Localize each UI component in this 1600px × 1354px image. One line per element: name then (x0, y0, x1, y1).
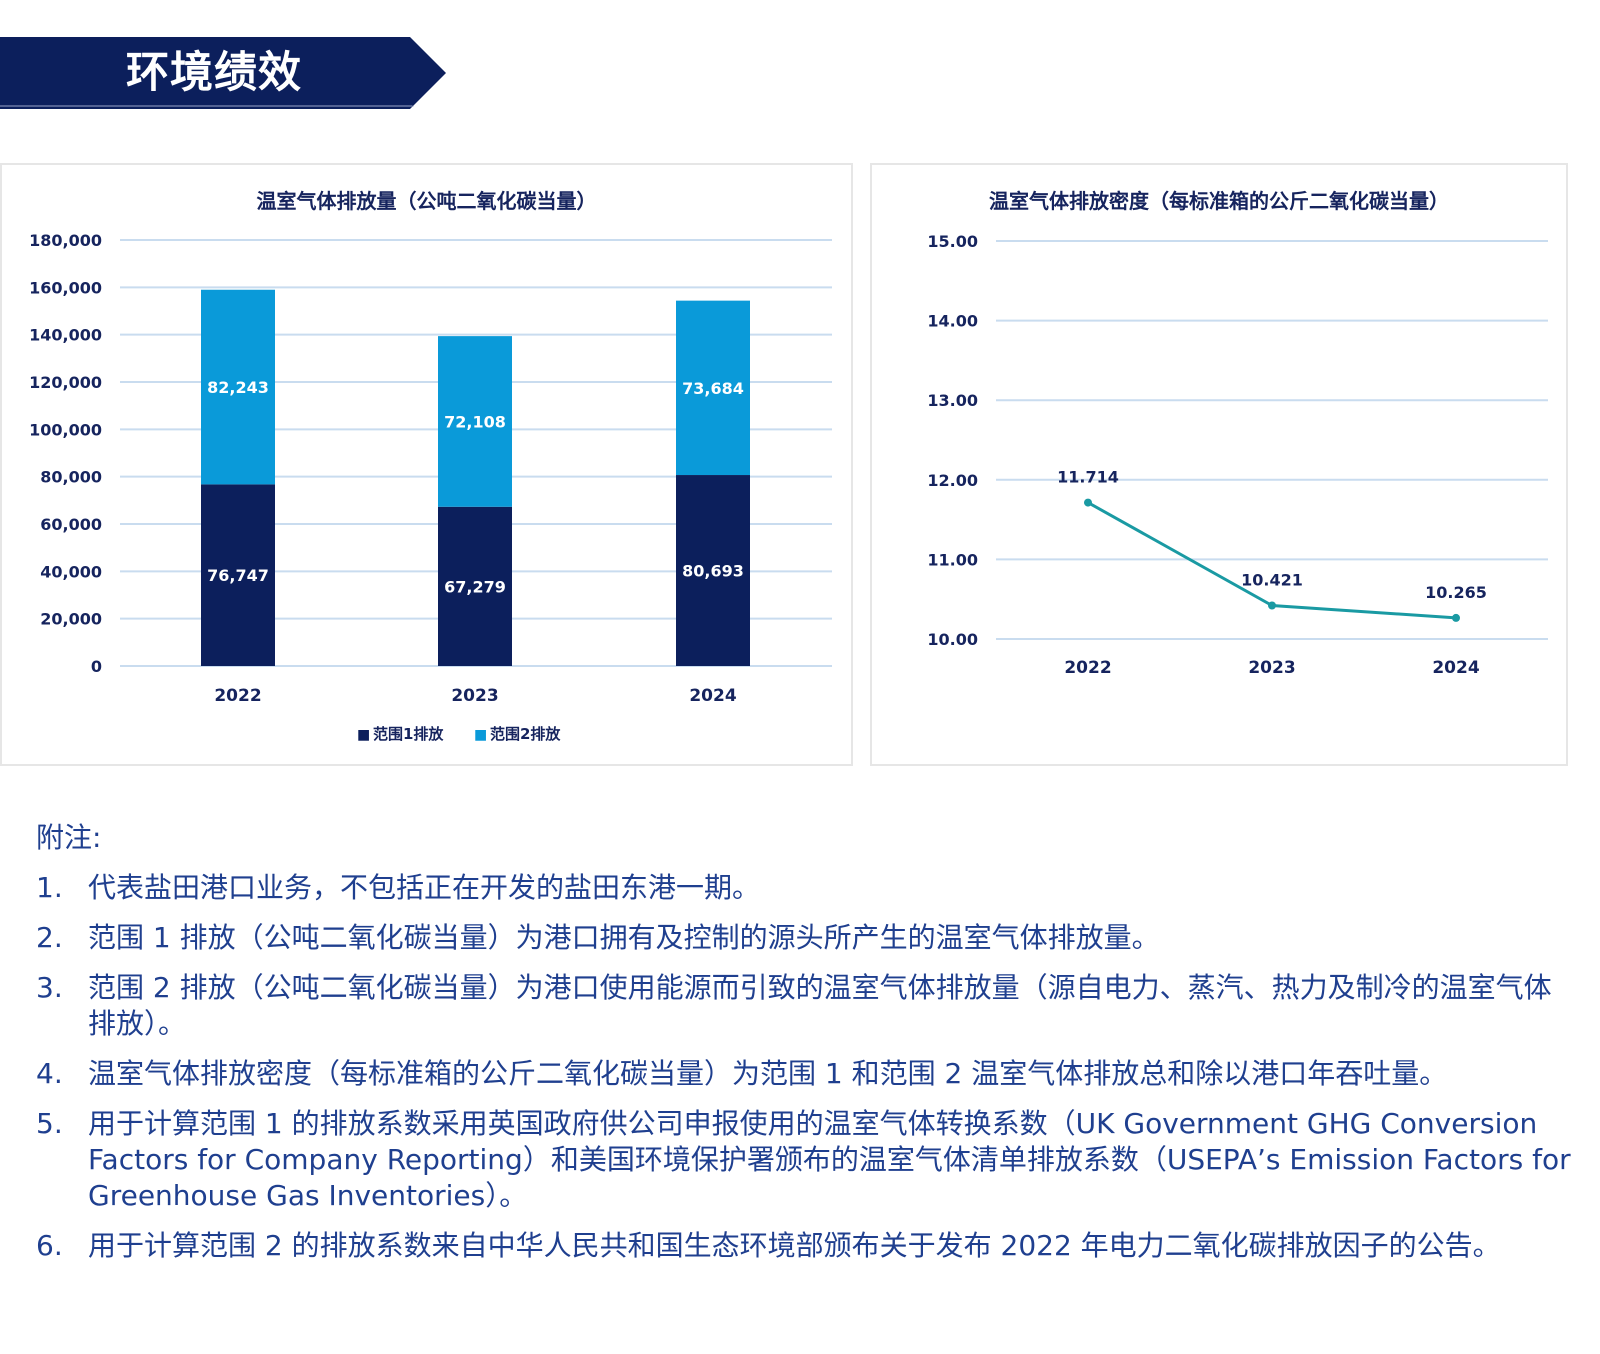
y-tick-label: 100,000 (29, 420, 102, 439)
note-number: 4. (36, 1057, 63, 1090)
notes-title: 附注: (36, 821, 102, 854)
data-label: 11.714 (1057, 468, 1119, 487)
note-number: 6. (36, 1229, 63, 1262)
page-title: 环境绩效 (126, 48, 302, 98)
data-label: 72,108 (444, 412, 506, 431)
y-tick-label: 12.00 (927, 471, 978, 490)
bar-segment (201, 484, 275, 666)
note-number: 1. (36, 871, 63, 904)
data-label: 82,243 (207, 378, 269, 397)
y-tick-label: 180,000 (29, 231, 102, 250)
note-number: 2. (36, 921, 63, 954)
y-tick-label: 15.00 (927, 232, 978, 251)
data-label: 67,279 (444, 577, 506, 596)
note-number: 3. (36, 971, 63, 1004)
data-label: 73,684 (682, 379, 744, 398)
emissions-bar-chart: 0 20,000 40,000 60,000 80,000 100,000 120,000 1… (29, 231, 832, 743)
note-item: 1. 代表盐田港口业务，不包括正在开发的盐田东港一期。 (36, 870, 1576, 906)
x-tick-label: 2022 (214, 686, 261, 706)
y-tick-label: 10.00 (927, 630, 978, 649)
x-tick-label: 2024 (689, 686, 736, 706)
y-tick-label: 160,000 (29, 278, 102, 297)
note-item: 5. 用于计算范围 1 的排放系数采用英国政府供公司申报使用的温室气体转换系数（… (36, 1106, 1576, 1214)
y-tick-label: 20,000 (40, 610, 102, 629)
note-number: 5. (36, 1107, 63, 1140)
y-tick-label: 120,000 (29, 373, 102, 392)
legend-marker: ■ (474, 727, 487, 743)
note-item: 4. 温室气体排放密度（每标准箱的公斤二氧化碳当量）为范围 1 和范围 2 温室… (36, 1056, 1576, 1092)
data-point (1452, 613, 1460, 622)
legend-label: 范围2排放 (490, 725, 561, 743)
data-label: 10.421 (1241, 570, 1303, 589)
note-text: 温室气体排放密度（每标准箱的公斤二氧化碳当量）为范围 1 和范围 2 温室气体排… (88, 1057, 1448, 1090)
bar-segment (676, 300, 750, 476)
data-point (1084, 498, 1092, 507)
section-banner: 环境绩效 (0, 37, 460, 109)
emissions-chart-panel: 温室气体排放量（公吨二氧化碳当量） 0 20,000 40,000 60,000 80,… (0, 163, 853, 766)
note-text: 用于计算范围 1 的排放系数采用英国政府供公司申报使用的温室气体转换系数（UK … (88, 1107, 1571, 1212)
y-tick-label: 0 (91, 657, 102, 676)
y-tick-label: 11.00 (927, 550, 978, 569)
notes-section: 附注: 1. 代表盐田港口业务，不包括正在开发的盐田东港一期。 2. 范围 1 … (36, 820, 1576, 1278)
y-tick-label: 140,000 (29, 326, 102, 345)
note-item: 3. 范围 2 排放（公吨二氧化碳当量）为港口使用能源而引致的温室气体排放量（源… (36, 970, 1576, 1042)
bar-segment (676, 475, 750, 666)
x-tick-label: 2024 (1432, 658, 1479, 678)
note-text: 范围 2 排放（公吨二氧化碳当量）为港口使用能源而引致的温室气体排放量（源自电力… (88, 971, 1552, 1040)
intensity-chart-panel: 温室气体排放密度（每标准箱的公斤二氧化碳当量） 10.00 11.00 12.00 1… (870, 163, 1568, 766)
intensity-line-chart: 10.00 11.00 12.00 13.00 14.00 15.00 11.714 2022… (927, 232, 1548, 678)
y-tick-label: 80,000 (40, 468, 102, 487)
x-tick-label: 2023 (1248, 658, 1295, 678)
y-tick-label: 13.00 (927, 391, 978, 410)
y-tick-label: 14.00 (927, 312, 978, 331)
data-label: 80,693 (682, 562, 744, 581)
data-label: 76,747 (207, 566, 269, 585)
y-tick-label: 40,000 (40, 562, 102, 581)
data-label: 10.265 (1425, 583, 1487, 602)
note-item: 6. 用于计算范围 2 的排放系数来自中华人民共和国生态环境部颁布关于发布 20… (36, 1228, 1576, 1264)
legend-marker: ■ (357, 727, 370, 743)
bar-segment (438, 336, 512, 507)
bar-segment (201, 289, 275, 485)
x-tick-label: 2023 (451, 686, 498, 706)
note-item: 2. 范围 1 排放（公吨二氧化碳当量）为港口拥有及控制的源头所产生的温室气体排… (36, 920, 1576, 956)
y-tick-label: 60,000 (40, 515, 102, 534)
note-text: 代表盐田港口业务，不包括正在开发的盐田东港一期。 (88, 871, 761, 904)
note-text: 范围 1 排放（公吨二氧化碳当量）为港口拥有及控制的源头所产生的温室气体排放量。 (88, 921, 1160, 954)
intensity-chart-title: 温室气体排放密度（每标准箱的公斤二氧化碳当量） (989, 189, 1449, 213)
data-point (1268, 601, 1276, 610)
note-text: 用于计算范围 2 的排放系数来自中华人民共和国生态环境部颁布关于发布 2022 … (88, 1229, 1501, 1262)
legend-label: 范围1排放 (373, 725, 444, 743)
x-tick-label: 2022 (1064, 658, 1111, 678)
bar-segment (438, 506, 512, 666)
banner-shape (0, 37, 446, 109)
emissions-chart-title: 温室气体排放量（公吨二氧化碳当量） (256, 189, 597, 213)
